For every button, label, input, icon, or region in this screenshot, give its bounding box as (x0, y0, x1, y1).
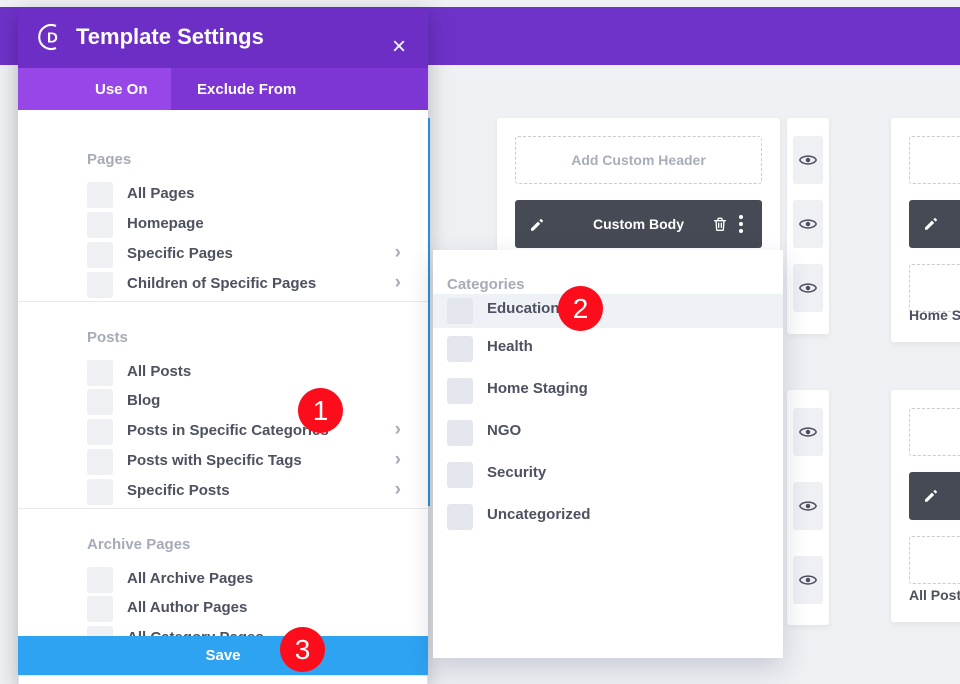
svg-text:D: D (47, 30, 58, 47)
